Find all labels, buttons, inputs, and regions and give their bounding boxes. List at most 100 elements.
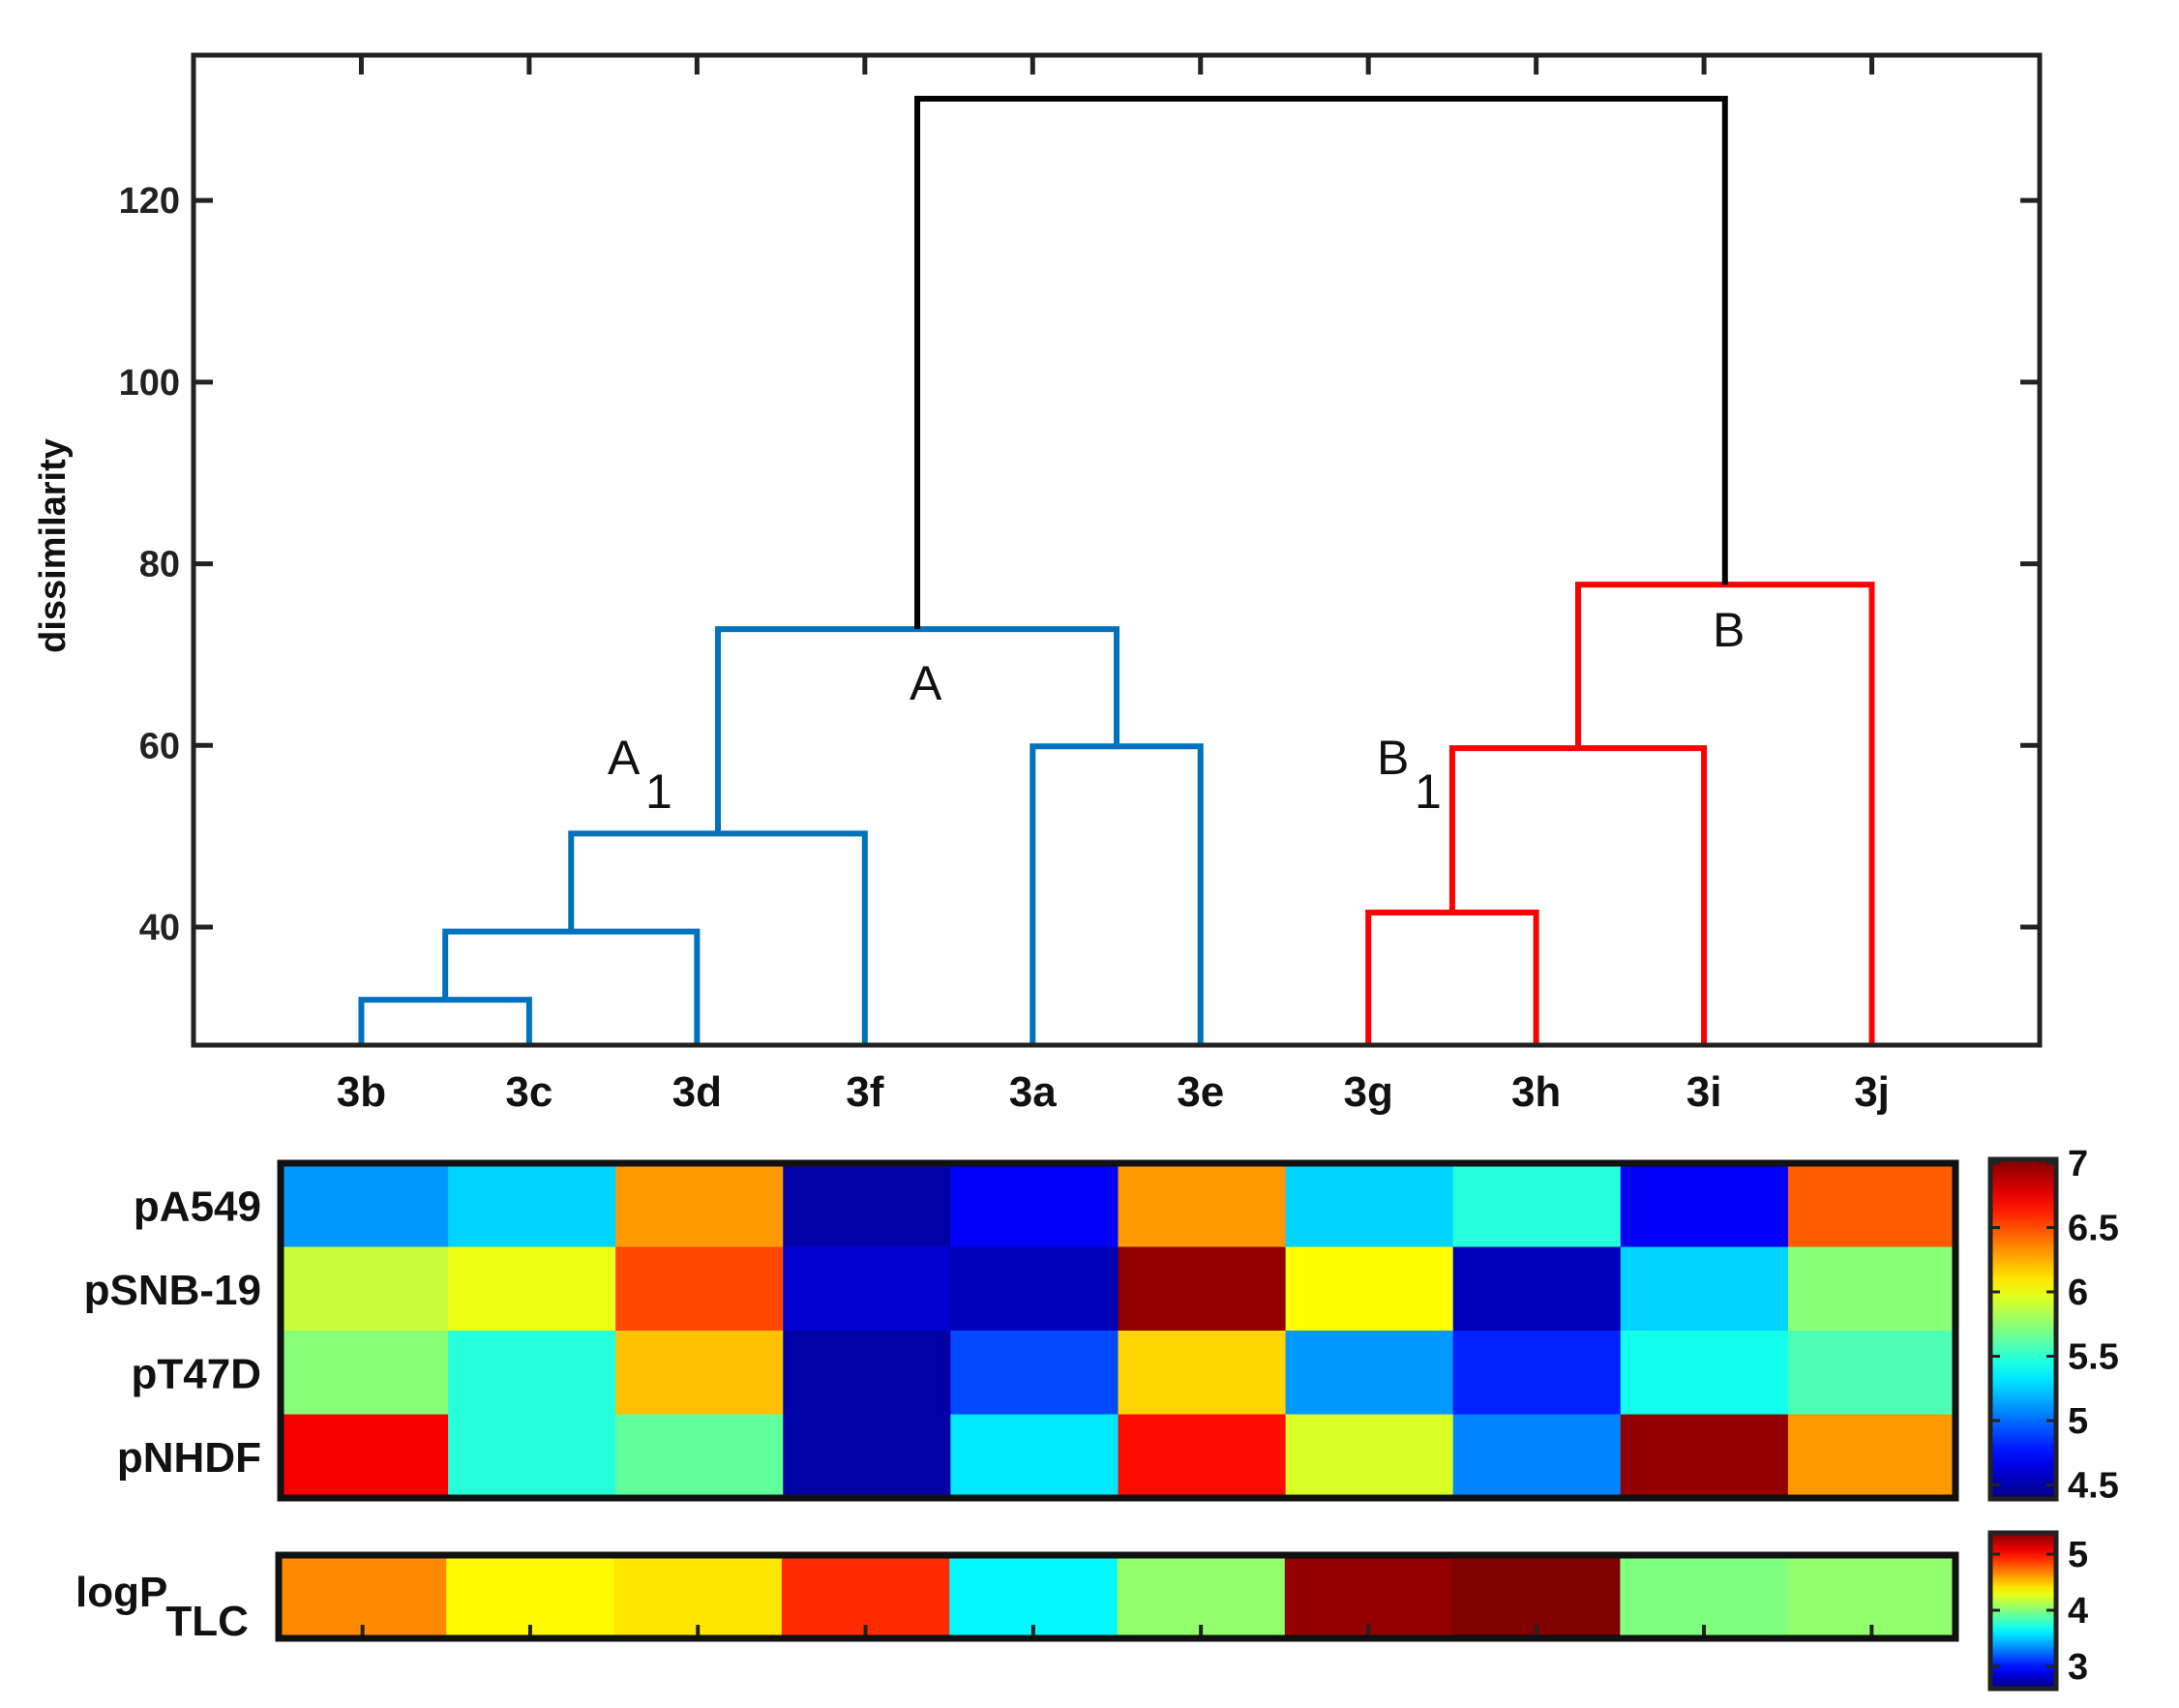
heatmap-row-label: pA549: [134, 1183, 261, 1230]
logp-cell: [781, 1555, 950, 1638]
y-tick-label: 120: [119, 181, 180, 222]
logp-row-label: logP TLC: [75, 1569, 249, 1645]
dendrogram-axes-frame: [191, 52, 2043, 1048]
leaf-label: 3g: [1344, 1068, 1393, 1116]
heatmap-cell: [615, 1163, 784, 1247]
heatmap-cell: [950, 1163, 1119, 1247]
colorbar-gradient: [1987, 1530, 2059, 1692]
heatmap-row-label: pNHDF: [117, 1434, 261, 1482]
heatmap-cell: [615, 1246, 784, 1332]
heatmap-cell: [1285, 1331, 1454, 1415]
heatmap-cell: [281, 1163, 449, 1247]
heatmap-cell: [1118, 1246, 1287, 1332]
heatmap-cell: [615, 1331, 784, 1415]
dendrogram-branch: [1448, 745, 1708, 1045]
logp-cell: [1284, 1555, 1453, 1638]
heatmap-frame: [277, 1159, 1959, 1502]
heatmap-cell: [1620, 1163, 1789, 1247]
heatmap-cell: [1118, 1163, 1287, 1247]
heatmap-cell: [1787, 1246, 1956, 1332]
logp-label-subscript: TLC: [165, 1598, 249, 1645]
heatmap-cell: [783, 1163, 951, 1247]
leaf-label: 3j: [1854, 1068, 1890, 1116]
heatmap-cell: [1285, 1414, 1454, 1499]
heatmap-cell: [783, 1246, 951, 1332]
leaf-label: 3a: [1009, 1068, 1057, 1116]
heatmap-cell: [1118, 1414, 1287, 1499]
colorbar-tick-label: 6: [2068, 1273, 2088, 1313]
colorbar-tick-label: 3: [2068, 1647, 2088, 1688]
logp-cell: [613, 1555, 783, 1638]
heatmap-row-labels: pA549 pSNB-19 pT47D pNHDF: [84, 1183, 261, 1482]
heatmap-cell: [1285, 1246, 1454, 1332]
dendrogram-branch: [442, 928, 701, 1045]
leaf-label: 3f: [846, 1068, 883, 1116]
colorbar-tick-label: 4: [2068, 1591, 2088, 1632]
heatmap-cell: [1118, 1331, 1287, 1415]
leaf-label: 3b: [337, 1068, 386, 1116]
heatmap-cell: [950, 1246, 1119, 1332]
dendrogram-branch: [1030, 743, 1204, 1045]
dendrogram-branch: [568, 830, 868, 1045]
logp-cell: [1452, 1555, 1621, 1638]
colorbar-tick-label: 7: [2068, 1144, 2088, 1184]
heatmap-cell: [281, 1331, 449, 1415]
heatmap-cell: [783, 1331, 951, 1415]
heatmap-cell: [1452, 1414, 1622, 1499]
heatmap-cell: [783, 1414, 951, 1499]
heatmap-cell: [448, 1246, 616, 1332]
colorbar-tick-label: 5: [2068, 1535, 2088, 1575]
heatmap-cell: [1620, 1246, 1789, 1332]
colorbar-tick-label: 5: [2068, 1401, 2088, 1442]
heatmap-cell: [281, 1414, 449, 1499]
heatmap-cell: [1787, 1414, 1956, 1499]
heatmap-row-label: pT47D: [132, 1350, 261, 1397]
colorbar-gradient: [1987, 1156, 2059, 1502]
leaf-label: 3e: [1177, 1068, 1224, 1116]
leaf-label: 3d: [672, 1068, 722, 1116]
dendrogram-branch: [1365, 909, 1539, 1045]
cluster-label-subscript: 1: [645, 764, 672, 819]
leaf-label: 3i: [1686, 1068, 1722, 1116]
heatmap-cell: [1787, 1331, 1956, 1415]
colorbar-logp: 5 4 3: [1987, 1530, 2088, 1692]
cluster-label: B: [1377, 731, 1409, 785]
colorbar-tick-label: 6.5: [2068, 1209, 2119, 1249]
y-tick-label: 60: [139, 726, 180, 766]
leaf-label: 3h: [1511, 1068, 1561, 1116]
dendrogram-branches: [358, 96, 1875, 1045]
cluster-label: A: [910, 656, 942, 710]
logp-cell: [446, 1555, 615, 1638]
cluster-label-subscript: 1: [1415, 764, 1442, 819]
heatmap-cell: [448, 1163, 616, 1247]
heatmap-cell: [1620, 1331, 1789, 1415]
cluster-label: A: [608, 731, 641, 785]
heatmap-row-label: pSNB-19: [84, 1267, 261, 1314]
logp-cell: [1620, 1555, 1789, 1638]
logp-label-main: logP: [75, 1569, 167, 1616]
heatmap-cell: [1787, 1163, 1956, 1247]
y-axis-label: dissimilarity: [33, 438, 74, 653]
heatmap-cell: [1452, 1331, 1622, 1415]
y-tick-label: 100: [119, 363, 180, 404]
heatmap-cell: [615, 1414, 784, 1499]
heatmap-cell: [1452, 1246, 1622, 1332]
heatmap-cell: [1452, 1163, 1622, 1247]
colorbar-p: 7 6.5 6 5.5 5 4.5: [1987, 1144, 2119, 1507]
heatmap-cell: [448, 1331, 616, 1415]
y-tick-label: 40: [139, 908, 180, 948]
leaf-label: 3c: [505, 1068, 552, 1116]
logp-heatmap-frame: [275, 1551, 1959, 1642]
colorbar-tick-label: 4.5: [2068, 1466, 2119, 1507]
dendrogram-branch: [358, 997, 532, 1045]
heatmap-cell: [1285, 1163, 1454, 1247]
logp-cell: [1787, 1555, 1956, 1638]
dendrogram-ticks: 40 60 80 100 120: [119, 55, 2040, 948]
logp-cell: [1117, 1555, 1286, 1638]
heatmap-cell: [1620, 1414, 1789, 1499]
heatmap-cell: [950, 1331, 1119, 1415]
heatmap-cell: [448, 1414, 616, 1499]
logp-cell: [949, 1555, 1118, 1638]
